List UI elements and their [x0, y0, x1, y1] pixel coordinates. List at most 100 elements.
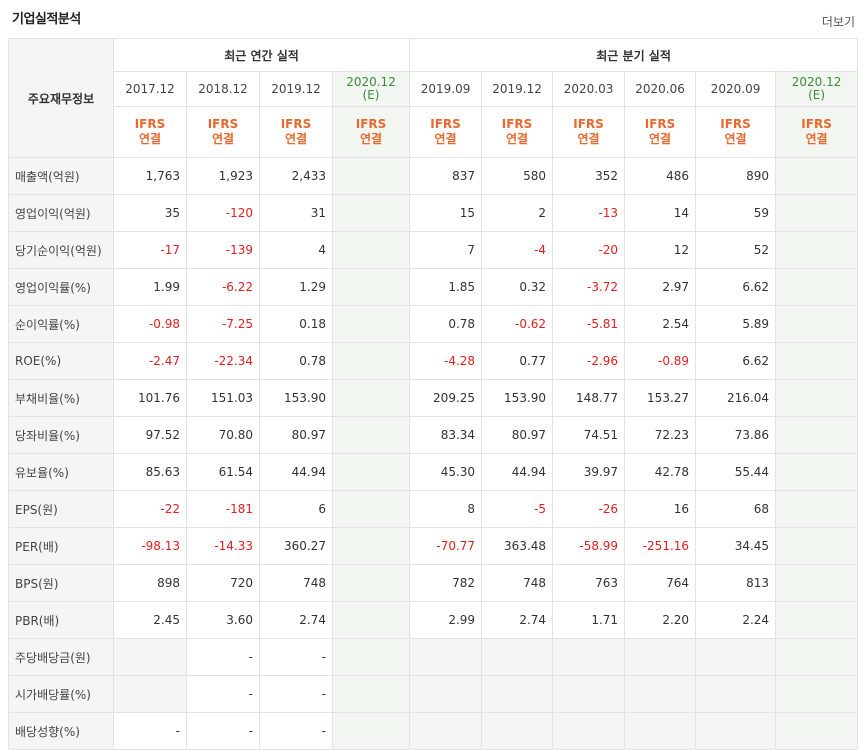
- table-cell: -: [186, 638, 260, 676]
- table-cell: -0.62: [481, 305, 554, 343]
- standard-ifrs: IFRS: [134, 117, 166, 131]
- row-label: 부채비율(%): [8, 379, 114, 417]
- table-cell: [775, 675, 859, 713]
- period-header: 2020.03: [552, 71, 626, 107]
- table-cell: [775, 712, 859, 750]
- table-row: 시가배당률(%) - -: [8, 675, 859, 713]
- table-cell: [331, 305, 411, 343]
- standard-consolidated: 연결: [284, 132, 308, 146]
- period-label: 2020.03: [563, 82, 614, 96]
- table-cell: 2.24: [695, 601, 777, 639]
- table-row: 배당성향(%) - - -: [8, 712, 859, 750]
- standard-ifrs: IFRS: [430, 117, 461, 131]
- table-cell: [775, 379, 859, 417]
- standard-ifrs: IFRS: [355, 117, 387, 131]
- section-title: 기업실적분석: [12, 12, 81, 27]
- period-header: 2018.12: [186, 71, 260, 107]
- row-label: BPS(원): [8, 564, 114, 602]
- table-cell: 209.25: [409, 379, 483, 417]
- table-cell: [695, 712, 777, 750]
- more-link[interactable]: 더보기: [821, 15, 855, 29]
- table-row: 영업이익(억원) 35 -120 31 15 2 -13 14 59: [8, 194, 859, 232]
- table-cell: 2.74: [481, 601, 554, 639]
- table-cell: 80.97: [481, 416, 554, 454]
- table-cell: [775, 416, 859, 454]
- table-cell: -58.99: [552, 527, 626, 565]
- table-cell: [331, 675, 411, 713]
- table-cell: 61.54: [186, 453, 260, 491]
- row-label: 배당성향(%): [8, 712, 114, 750]
- table-cell: 0.77: [481, 342, 554, 380]
- table-cell: 1.99: [113, 268, 187, 306]
- table-cell: -: [259, 675, 333, 713]
- standard-consolidated: 연결: [506, 132, 529, 146]
- table-cell: -5: [481, 490, 554, 528]
- table-cell: [481, 638, 554, 676]
- table-cell: 31: [259, 194, 333, 232]
- table-cell: 3.60: [186, 601, 260, 639]
- table-cell: 74.51: [552, 416, 626, 454]
- standard-consolidated: 연결: [359, 132, 383, 146]
- period-header: 2020.12 (E): [331, 71, 411, 107]
- table-cell: [331, 194, 411, 232]
- table-row: 영업이익률(%) 1.99 -6.22 1.29 1.85 0.32 -3.72 2.97 6.…: [8, 268, 859, 306]
- table-cell: -120: [186, 194, 260, 232]
- table-cell: 0.78: [259, 342, 333, 380]
- table-cell: -0.98: [113, 305, 187, 343]
- period-label: 2020.06: [635, 82, 685, 96]
- table-cell: [331, 379, 411, 417]
- table-cell: 1.71: [552, 601, 626, 639]
- table-cell: 216.04: [695, 379, 777, 417]
- table-cell: 2: [481, 194, 554, 232]
- table-cell: 83.34: [409, 416, 483, 454]
- table-cell: [113, 638, 187, 676]
- quarter-group-header: 최근 분기 실적: [409, 38, 859, 72]
- table-cell: [331, 416, 411, 454]
- row-label: PER(배): [8, 527, 114, 565]
- table-cell: 782: [409, 564, 483, 602]
- table-cell: -251.16: [624, 527, 697, 565]
- period-header: 2017.12: [113, 71, 187, 107]
- table-cell: [481, 712, 554, 750]
- table-cell: [481, 675, 554, 713]
- table-cell: [331, 601, 411, 639]
- table-row: ROE(%) -2.47 -22.34 0.78 -4.28 0.77 -2.96 -0.89…: [8, 342, 859, 380]
- table-cell: [331, 638, 411, 676]
- table-cell: 44.94: [259, 453, 333, 491]
- table-cell: [775, 638, 859, 676]
- row-label: 영업이익률(%): [8, 268, 114, 306]
- period-label: 2019.12: [271, 82, 321, 96]
- table-cell: 153.90: [481, 379, 554, 417]
- table-cell: 148.77: [552, 379, 626, 417]
- standard-ifrs: IFRS: [280, 117, 312, 131]
- annual-group-header: 최근 연간 실적: [112, 38, 411, 72]
- table-cell: -: [186, 712, 260, 750]
- table-cell: 35: [113, 194, 187, 232]
- row-label: 유보율(%): [8, 453, 114, 491]
- table-cell: 14: [624, 194, 697, 232]
- table-row: 주당배당금(원) - -: [8, 638, 859, 676]
- table-row: 부채비율(%) 101.76 151.03 153.90 209.25 153.90 148…: [8, 379, 859, 417]
- table-cell: [775, 564, 859, 602]
- table-cell: 34.45: [695, 527, 777, 565]
- table-cell: 52: [695, 231, 777, 269]
- table-cell: [113, 675, 187, 713]
- table-cell: [624, 712, 697, 750]
- table-cell: [331, 712, 411, 750]
- table-cell: -: [259, 638, 333, 676]
- table-cell: 45.30: [409, 453, 483, 491]
- table-cell: -5.81: [552, 305, 626, 343]
- standard-ifrs: IFRS: [720, 117, 751, 131]
- table-cell: [775, 342, 859, 380]
- table-cell: 16: [624, 490, 697, 528]
- standard-ifrs: IFRS: [644, 117, 676, 131]
- table-cell: -98.13: [113, 527, 187, 565]
- row-label: 매출액(억원): [8, 157, 114, 195]
- accounting-standard: IFRS 연결: [552, 106, 626, 158]
- table-cell: 748: [259, 564, 333, 602]
- table-cell: 2.99: [409, 601, 483, 639]
- accounting-standard: IFRS 연결: [624, 106, 697, 158]
- table-cell: 748: [481, 564, 554, 602]
- standard-ifrs: IFRS: [501, 117, 533, 131]
- table-cell: [331, 490, 411, 528]
